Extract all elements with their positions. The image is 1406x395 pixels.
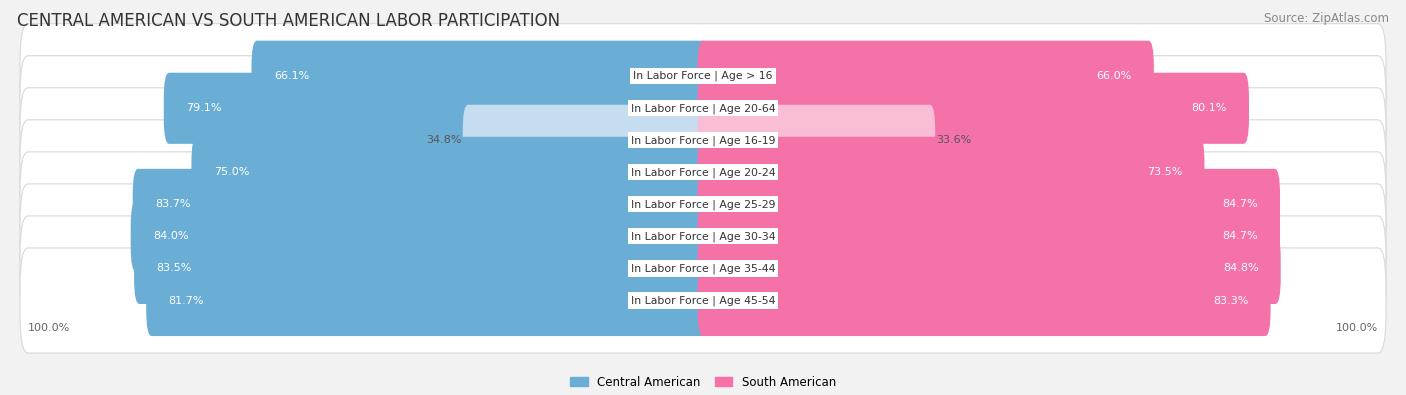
Text: 66.1%: 66.1% [274,71,309,81]
Text: Source: ZipAtlas.com: Source: ZipAtlas.com [1264,12,1389,25]
FancyBboxPatch shape [20,248,1386,353]
FancyBboxPatch shape [697,137,1205,208]
Text: 73.5%: 73.5% [1147,167,1182,177]
Text: In Labor Force | Age 45-54: In Labor Force | Age 45-54 [631,295,775,306]
FancyBboxPatch shape [163,73,709,144]
Text: 66.0%: 66.0% [1097,71,1132,81]
Text: 84.0%: 84.0% [153,231,188,241]
FancyBboxPatch shape [132,169,709,240]
Text: 84.7%: 84.7% [1222,231,1258,241]
FancyBboxPatch shape [134,233,709,304]
FancyBboxPatch shape [697,265,1271,336]
FancyBboxPatch shape [697,233,1281,304]
Text: 84.8%: 84.8% [1223,263,1258,273]
FancyBboxPatch shape [697,201,1279,272]
FancyBboxPatch shape [20,56,1386,161]
FancyBboxPatch shape [463,105,709,176]
FancyBboxPatch shape [697,73,1249,144]
FancyBboxPatch shape [20,184,1386,289]
FancyBboxPatch shape [131,201,709,272]
Text: In Labor Force | Age 16-19: In Labor Force | Age 16-19 [631,135,775,146]
Text: In Labor Force | Age 30-34: In Labor Force | Age 30-34 [631,231,775,242]
FancyBboxPatch shape [191,137,709,208]
FancyBboxPatch shape [20,216,1386,321]
Text: 100.0%: 100.0% [28,323,70,333]
FancyBboxPatch shape [20,24,1386,129]
Text: In Labor Force | Age 20-24: In Labor Force | Age 20-24 [631,167,775,178]
Text: 81.7%: 81.7% [169,295,204,305]
FancyBboxPatch shape [20,88,1386,193]
FancyBboxPatch shape [146,265,709,336]
Text: In Labor Force | Age 35-44: In Labor Force | Age 35-44 [631,263,775,274]
Text: 80.1%: 80.1% [1191,103,1226,113]
Legend: Central American, South American: Central American, South American [565,371,841,393]
FancyBboxPatch shape [697,41,1154,112]
Text: In Labor Force | Age 20-64: In Labor Force | Age 20-64 [631,103,775,113]
Text: 34.8%: 34.8% [426,135,461,145]
Text: 83.5%: 83.5% [156,263,191,273]
Text: CENTRAL AMERICAN VS SOUTH AMERICAN LABOR PARTICIPATION: CENTRAL AMERICAN VS SOUTH AMERICAN LABOR… [17,12,560,30]
FancyBboxPatch shape [20,152,1386,257]
Text: 83.7%: 83.7% [155,199,190,209]
Text: 84.7%: 84.7% [1222,199,1258,209]
FancyBboxPatch shape [697,169,1279,240]
Text: 33.6%: 33.6% [936,135,972,145]
FancyBboxPatch shape [20,120,1386,225]
Text: 83.3%: 83.3% [1213,295,1249,305]
Text: In Labor Force | Age > 16: In Labor Force | Age > 16 [633,71,773,81]
FancyBboxPatch shape [697,105,935,176]
Text: In Labor Force | Age 25-29: In Labor Force | Age 25-29 [631,199,775,210]
Text: 100.0%: 100.0% [1336,323,1378,333]
Text: 79.1%: 79.1% [186,103,222,113]
Text: 75.0%: 75.0% [214,167,249,177]
FancyBboxPatch shape [252,41,709,112]
